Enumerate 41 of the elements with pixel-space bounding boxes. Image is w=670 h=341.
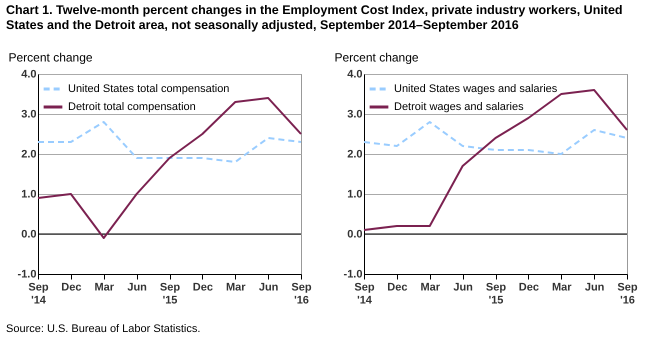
y-tick-label: 1.0 bbox=[347, 188, 362, 200]
x-tick-label: Jun bbox=[258, 282, 279, 294]
x-tick-label: Sep '14 bbox=[28, 282, 49, 306]
x-tick-label: Jun bbox=[127, 282, 148, 294]
y-tick-label: 2.0 bbox=[21, 148, 36, 160]
x-tick-label: Dec bbox=[192, 282, 213, 294]
x-tick-label: Mar bbox=[226, 282, 246, 294]
line-series bbox=[37, 97, 302, 239]
legend-label: United States total compensation bbox=[68, 83, 230, 95]
x-tick-label: Jun bbox=[584, 282, 605, 294]
line-series bbox=[363, 121, 628, 155]
y-tick-label: 3.0 bbox=[347, 108, 362, 120]
x-tick-label: Mar bbox=[552, 282, 572, 294]
y-tick-label: -1.0 bbox=[344, 268, 362, 280]
x-tick-label: Mar bbox=[420, 282, 441, 294]
y-tick-label: 4.0 bbox=[21, 68, 36, 80]
x-tick-label: Mar bbox=[94, 282, 115, 294]
legend-label: Detroit total compensation bbox=[68, 101, 196, 113]
x-tick-label: Dec bbox=[61, 282, 82, 294]
y-tick-label: 0.0 bbox=[21, 228, 36, 240]
x-tick-label: Dec bbox=[387, 282, 408, 294]
legend-label: Detroit wages and salaries bbox=[394, 101, 524, 113]
y-tick-label: 2.0 bbox=[347, 148, 362, 160]
source-note: Source: U.S. Bureau of Labor Statistics. bbox=[6, 323, 202, 335]
x-tick-label: Sep '15 bbox=[160, 282, 180, 306]
y-tick-label: -1.0 bbox=[18, 268, 36, 280]
y-axis-title: Percent change bbox=[8, 50, 93, 64]
y-tick-label: 3.0 bbox=[21, 108, 36, 120]
legend-label: United States wages and salaries bbox=[394, 83, 558, 95]
x-tick-label: Sep '16 bbox=[291, 282, 312, 306]
x-tick-label: Sep '14 bbox=[354, 282, 375, 306]
y-tick-label: 0.0 bbox=[347, 228, 362, 240]
chart-title: Chart 1. Twelve-month percent changes in the Employment Cost Index, private industry workers, United States and the Detroit area, not seasonally adjusted, September 2014–September 2016 bbox=[5, 2, 624, 33]
line-series bbox=[37, 121, 302, 163]
x-tick-label: Sep '15 bbox=[486, 282, 506, 306]
x-tick-label: Jun bbox=[453, 282, 474, 294]
y-tick-label: 1.0 bbox=[21, 188, 36, 200]
x-tick-label: Sep '16 bbox=[617, 282, 638, 306]
x-tick-label: Dec bbox=[518, 282, 539, 294]
y-tick-label: 4.0 bbox=[347, 68, 362, 80]
y-axis-title: Percent change bbox=[334, 50, 419, 64]
